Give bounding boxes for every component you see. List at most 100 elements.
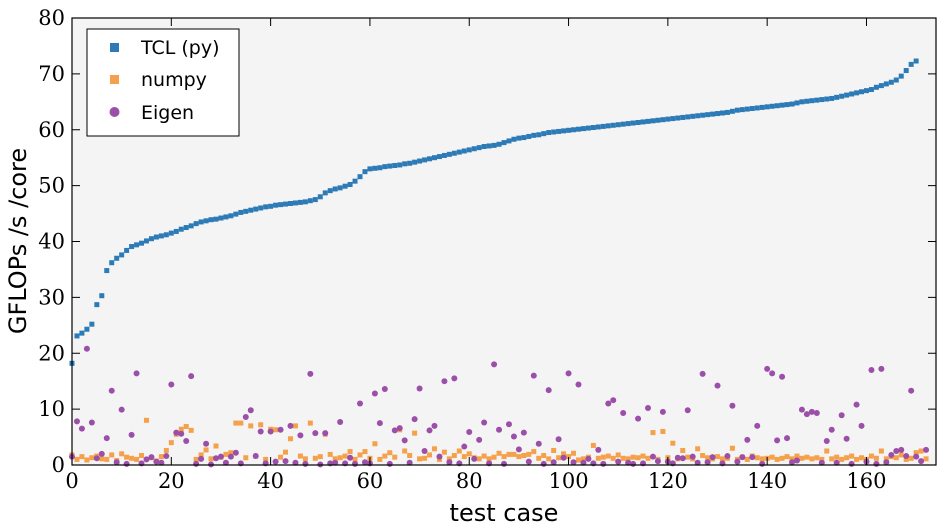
point-numpy-127 — [700, 453, 706, 458]
point-numpy-126 — [695, 446, 701, 452]
point-eigen-151 — [818, 459, 825, 466]
point-numpy-148 — [804, 454, 810, 460]
point-eigen-96 — [545, 387, 552, 394]
point-tcl-py-65 — [392, 163, 398, 169]
point-eigen-144 — [784, 435, 791, 442]
point-numpy-103 — [580, 456, 586, 462]
x-tick-label-100: 100 — [549, 469, 589, 493]
point-eigen-167 — [898, 446, 905, 453]
y-tick-label-50: 50 — [38, 174, 65, 198]
point-tcl-py-42 — [278, 202, 284, 208]
point-numpy-4 — [89, 455, 95, 461]
legend: TCL (py) numpy Eigen — [86, 28, 240, 137]
point-numpy-46 — [297, 453, 303, 459]
point-eigen-155 — [838, 412, 845, 419]
point-eigen-95 — [540, 460, 547, 467]
point-numpy-73 — [431, 446, 437, 452]
point-eigen-153 — [828, 426, 835, 433]
point-tcl-py-128 — [705, 112, 711, 118]
legend-label-eigen: Eigen — [141, 102, 194, 124]
point-eigen-132 — [724, 453, 731, 460]
point-eigen-168 — [903, 453, 910, 460]
point-numpy-143 — [779, 455, 785, 461]
point-eigen-66 — [396, 425, 403, 432]
point-numpy-149 — [809, 456, 815, 462]
point-tcl-py-147 — [799, 99, 805, 105]
point-tcl-py-91 — [521, 135, 527, 141]
point-tcl-py-72 — [427, 156, 433, 162]
point-tcl-py-152 — [824, 96, 830, 102]
point-numpy-112 — [625, 456, 631, 462]
point-numpy-84 — [486, 456, 492, 462]
point-numpy-98 — [556, 455, 562, 461]
point-eigen-44 — [287, 422, 294, 429]
point-numpy-61 — [372, 441, 378, 447]
point-eigen-141 — [769, 370, 776, 377]
point-eigen-80 — [466, 429, 473, 436]
point-eigen-18 — [158, 459, 165, 466]
point-tcl-py-64 — [387, 163, 393, 169]
point-eigen-87 — [501, 460, 507, 467]
point-eigen-130 — [714, 382, 721, 389]
point-eigen-65 — [391, 427, 398, 434]
point-eigen-97 — [550, 459, 557, 466]
point-eigen-46 — [297, 432, 304, 439]
point-tcl-py-77 — [451, 150, 457, 156]
point-eigen-22 — [178, 430, 185, 437]
point-eigen-43 — [282, 458, 289, 465]
point-tcl-py-9 — [114, 255, 120, 261]
point-tcl-py-124 — [685, 114, 691, 120]
point-eigen-146 — [793, 457, 800, 464]
point-eigen-92 — [525, 458, 532, 465]
point-tcl-py-111 — [620, 121, 626, 127]
point-tcl-py-29 — [213, 216, 219, 222]
point-eigen-140 — [764, 365, 771, 372]
point-eigen-158 — [853, 401, 860, 408]
point-numpy-72 — [427, 452, 433, 458]
point-eigen-33 — [232, 449, 239, 456]
point-tcl-py-153 — [829, 95, 835, 101]
point-tcl-py-37 — [253, 206, 259, 212]
point-tcl-py-168 — [903, 68, 909, 74]
point-tcl-py-75 — [441, 152, 447, 158]
point-numpy-2 — [79, 454, 85, 460]
point-tcl-py-1 — [74, 333, 80, 339]
point-tcl-py-123 — [680, 114, 686, 120]
point-eigen-93 — [530, 372, 537, 379]
point-eigen-148 — [803, 411, 810, 418]
point-eigen-82 — [476, 436, 483, 443]
point-eigen-114 — [635, 415, 642, 422]
point-eigen-83 — [481, 419, 488, 426]
point-numpy-26 — [198, 452, 204, 458]
point-tcl-py-45 — [292, 200, 298, 206]
point-eigen-27 — [203, 440, 210, 447]
point-tcl-py-143 — [779, 102, 785, 108]
x-tick-label-20: 20 — [158, 469, 185, 493]
point-tcl-py-62 — [377, 165, 383, 171]
point-tcl-py-55 — [342, 183, 348, 189]
point-tcl-py-43 — [283, 201, 289, 207]
point-tcl-py-134 — [734, 107, 740, 113]
point-tcl-py-166 — [893, 77, 899, 83]
point-tcl-py-161 — [868, 87, 874, 93]
point-eigen-19 — [163, 453, 170, 460]
point-eigen-12 — [128, 431, 135, 438]
y-tick-label-30: 30 — [38, 285, 65, 309]
point-tcl-py-139 — [759, 104, 765, 110]
point-tcl-py-83 — [481, 144, 487, 150]
point-tcl-py-18 — [158, 233, 164, 239]
point-numpy-54 — [337, 455, 343, 461]
point-numpy-159 — [859, 455, 865, 461]
point-numpy-87 — [501, 454, 507, 460]
point-tcl-py-127 — [700, 112, 706, 118]
point-numpy-139 — [759, 456, 765, 462]
point-numpy-100 — [566, 454, 572, 460]
point-tcl-py-95 — [541, 131, 547, 137]
point-eigen-91 — [520, 429, 527, 436]
x-tick-label-40: 40 — [257, 469, 284, 493]
point-tcl-py-31 — [223, 214, 229, 220]
point-tcl-py-102 — [575, 126, 581, 132]
point-tcl-py-141 — [769, 103, 775, 109]
point-tcl-py-121 — [670, 116, 676, 122]
point-tcl-py-87 — [501, 140, 507, 146]
